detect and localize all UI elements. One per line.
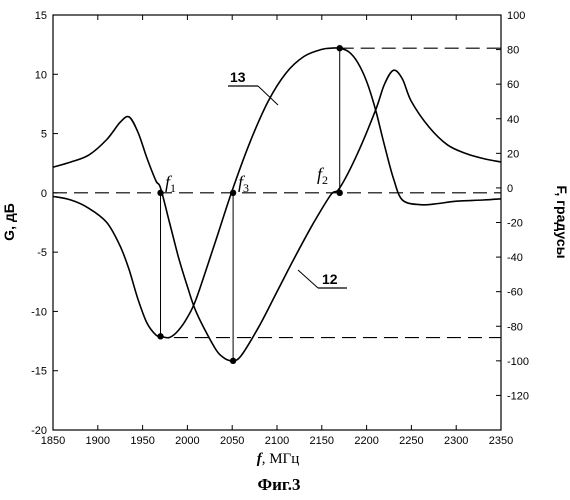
y-right-tick-label: -80 bbox=[507, 321, 523, 333]
freq-label-f1: f1 bbox=[165, 172, 176, 195]
freq-label-f2: f2 bbox=[317, 164, 328, 187]
marker-f1-min bbox=[157, 333, 163, 339]
x-tick-label: 2150 bbox=[310, 435, 334, 447]
figure-caption: Фиг.3 bbox=[258, 475, 301, 494]
y-right-tick-label: 20 bbox=[507, 148, 519, 160]
y-right-tick-label: 100 bbox=[507, 10, 525, 22]
curves bbox=[53, 48, 501, 361]
x-tick-label: 1950 bbox=[130, 435, 154, 447]
y-left-tick-label: 0 bbox=[41, 188, 47, 200]
x-axis-unit: , МГц bbox=[262, 451, 300, 467]
marker-f2-max bbox=[337, 45, 343, 51]
y-right-tick-label: -20 bbox=[507, 218, 523, 230]
y-left-tick-label: 5 bbox=[41, 129, 47, 141]
marker-f1-zero bbox=[157, 190, 163, 196]
x-tick-label: 2050 bbox=[220, 435, 244, 447]
y-right-tick-label: -120 bbox=[507, 390, 529, 402]
x-tick-label: 2350 bbox=[489, 435, 513, 447]
markers bbox=[157, 45, 343, 364]
y-right-tick-label: -40 bbox=[507, 252, 523, 264]
y-right-tick-label: 0 bbox=[507, 183, 513, 195]
marker-f3-phase-min bbox=[230, 358, 236, 364]
y-left-tick-label: -10 bbox=[31, 306, 47, 318]
freq-label-f3: f3 bbox=[238, 172, 249, 195]
y-left-tick-label: -15 bbox=[31, 366, 47, 378]
x-tick-label: 2200 bbox=[354, 435, 378, 447]
y-right-tick-label: 40 bbox=[507, 114, 519, 126]
plot-area-frame bbox=[53, 15, 501, 430]
y-left-tick-label: -20 bbox=[31, 425, 47, 437]
x-axis-title: f, МГц bbox=[257, 451, 300, 467]
curve-label-13: 13 bbox=[230, 69, 246, 85]
curve-label-12: 12 bbox=[322, 271, 338, 287]
y-right-tick-label: 60 bbox=[507, 79, 519, 91]
x-tick-label: 1900 bbox=[86, 435, 110, 447]
x-tick-label: 2300 bbox=[444, 435, 468, 447]
y-left-axis-title: G, дБ bbox=[1, 203, 17, 241]
y-left-tick-label: 10 bbox=[35, 69, 47, 81]
y-right-axis-title: F, градусы bbox=[554, 185, 570, 258]
y-right-tick-label: -100 bbox=[507, 356, 529, 368]
marker-f2-zero bbox=[337, 190, 343, 196]
x-tick-label: 2250 bbox=[399, 435, 423, 447]
y-right-tick-label: -60 bbox=[507, 287, 523, 299]
y-left-tick-label: -5 bbox=[37, 247, 47, 259]
ticks: 1850190019502000205021002150220022502300… bbox=[31, 10, 529, 447]
curve-label-12-leader bbox=[298, 270, 318, 288]
y-right-tick-label: 80 bbox=[507, 45, 519, 57]
x-tick-label: 2000 bbox=[175, 435, 199, 447]
marker-f3-zero bbox=[230, 190, 236, 196]
y-left-tick-label: 15 bbox=[35, 10, 47, 22]
series-12-line bbox=[53, 70, 501, 361]
x-tick-label: 2100 bbox=[265, 435, 289, 447]
